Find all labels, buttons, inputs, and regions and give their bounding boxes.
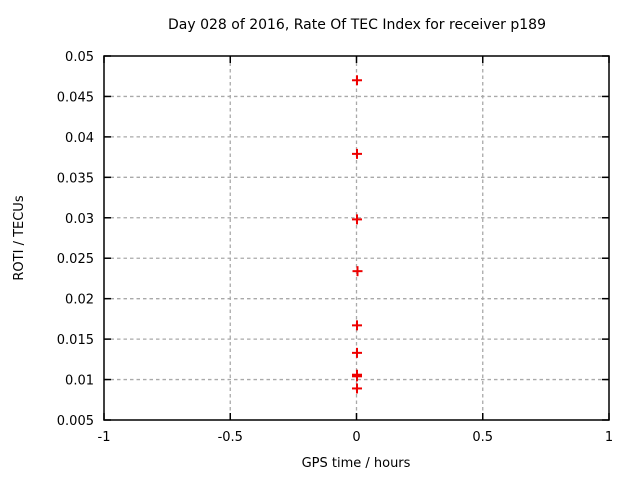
y-tick-label: 0.05 — [65, 50, 94, 65]
y-tick-label: 0.035 — [57, 171, 94, 186]
x-tick-label: -0.5 — [218, 430, 243, 445]
data-points-layer — [352, 75, 363, 394]
data-point-marker — [352, 75, 363, 86]
axis-layer — [103, 55, 610, 421]
x-tick-label: 0 — [352, 430, 360, 445]
x-axis-label: GPS time / hours — [302, 456, 411, 471]
chart-title: Day 028 of 2016, Rate Of TEC Index for r… — [168, 17, 546, 33]
x-tick-label: 0.5 — [472, 430, 493, 445]
y-tick-label: 0.04 — [65, 131, 94, 146]
y-tick-label: 0.03 — [65, 212, 94, 227]
y-tick-label: 0.01 — [65, 374, 94, 389]
grid-layer — [104, 56, 609, 420]
data-point-marker — [352, 383, 363, 394]
data-point-marker — [352, 320, 363, 331]
x-tick-label: 1 — [605, 430, 613, 445]
data-point-marker — [352, 266, 363, 277]
y-axis-label: ROTI / TECUs — [12, 195, 27, 280]
y-tick-label: 0.02 — [65, 293, 94, 308]
data-point-marker — [352, 371, 363, 382]
data-point-marker — [352, 347, 363, 358]
data-point-marker — [352, 148, 363, 159]
data-point-marker — [352, 214, 363, 225]
tick-label-layer: -1 -0.5 0 0.5 1 0.005 0.01 0.015 0.02 0.025 0.03 0.… — [57, 50, 613, 445]
y-tick-label: 0.045 — [57, 90, 94, 105]
y-tick-label: 0.015 — [57, 333, 94, 348]
y-tick-label: 0.005 — [57, 414, 94, 429]
x-tick-label: -1 — [98, 430, 111, 445]
y-tick-label: 0.025 — [57, 252, 94, 267]
